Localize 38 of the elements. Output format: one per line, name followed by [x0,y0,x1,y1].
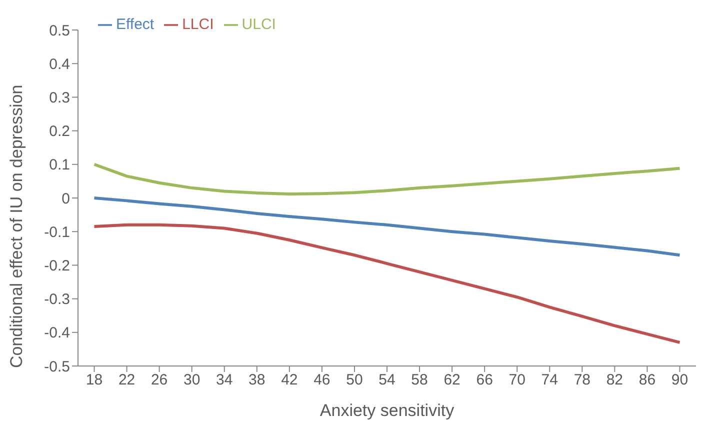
x-tick-label: 38 [248,372,266,389]
x-tick-label: 30 [184,372,200,389]
x-tick-label: 42 [281,372,298,389]
line-series [92,196,682,257]
y-tick-label: 0.2 [49,123,70,140]
x-tick-label: 58 [411,372,428,389]
y-tick-label: -0.3 [44,291,70,308]
y-tick-label: 0.5 [49,22,70,40]
x-tick-label: 34 [216,372,233,389]
line-series [92,162,682,196]
x-tick-label: 22 [118,372,136,389]
legend-label: LLCI [182,16,214,33]
y-tick-label: 0.4 [49,56,70,73]
y-tick-label: -0.5 [44,358,70,376]
x-tick-label: 86 [638,372,656,389]
y-axis-title: Conditional effect of IU on depression [7,84,26,368]
y-tick-label: -0.4 [44,324,70,342]
legend-label: ULCI [242,16,276,33]
y-tick-label: 0 [62,190,70,208]
x-tick-label: 74 [541,372,558,389]
x-tick-label: 54 [378,372,396,389]
y-tick-label: 0.1 [49,156,70,174]
y-tick-label: -0.2 [44,258,70,275]
x-tick-label: 66 [476,372,493,389]
y-tick-label: 0.3 [49,90,70,107]
x-tick-label: 78 [574,372,590,389]
x-tick-label: 70 [508,372,526,389]
x-tick-label: 46 [314,372,330,389]
x-tick-label: 50 [346,372,363,389]
x-tick-label: 90 [671,372,688,389]
y-tick-label: -0.1 [44,224,70,241]
x-axis-title: Anxiety sensitivity [320,401,455,420]
x-tick-label: 82 [606,372,624,389]
legend-label: Effect [116,16,154,33]
x-tick-label: 62 [444,372,460,389]
x-tick-label: 18 [86,372,103,389]
line-series [92,223,682,344]
x-tick-label: 26 [150,372,168,389]
